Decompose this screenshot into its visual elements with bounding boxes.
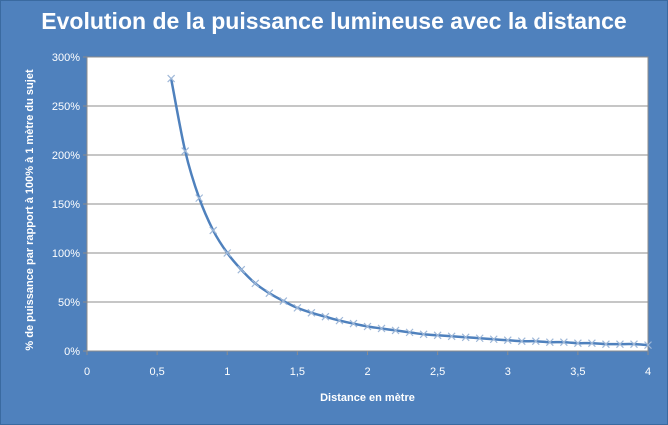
data-point-marker [447,332,456,341]
data-point-marker [503,336,512,345]
y-tick-label: 300% [52,52,80,64]
data-point-marker [573,339,582,348]
y-tick-label: 150% [52,199,80,211]
data-point-marker [321,312,330,321]
data-point-marker [167,74,176,83]
data-point-marker [517,337,526,346]
x-tick-label: 1,5 [290,366,305,378]
y-tick-label: 250% [52,101,80,113]
x-tick-label: 1 [224,366,230,378]
data-point-marker [405,328,414,337]
x-tick-label: 2 [364,366,370,378]
data-point-marker [349,319,358,328]
chart-title: Evolution de la puissance lumineuse avec… [41,8,627,34]
data-point-marker [545,338,554,347]
data-point-marker [616,340,624,349]
x-tick-label: 3,5 [570,366,585,378]
data-point-marker [433,331,442,340]
y-tick-label: 100% [52,248,80,260]
x-tick-label: 0 [84,366,90,378]
data-point-marker [195,194,204,203]
data-point-marker [391,326,400,335]
data-point-marker [223,249,232,257]
data-point-marker [335,316,344,325]
data-point-marker [307,308,316,317]
x-tick-label: 4 [645,366,651,378]
data-point-marker [209,226,218,235]
data-point-marker [461,333,470,342]
y-tick-label: 0% [64,346,80,358]
data-point-marker [630,340,638,349]
y-tick-label: 200% [52,150,80,162]
x-tick-label: 0,5 [149,366,164,378]
x-tick-label: 3 [505,366,511,378]
data-point-marker [279,297,288,305]
data-point-marker [559,338,568,347]
data-point-marker [602,340,610,349]
data-point-marker [489,335,498,344]
y-tick-label: 50% [58,297,80,309]
data-point-marker [363,322,372,331]
data-point-marker [237,265,246,274]
data-point-marker [531,337,540,346]
data-point-marker [181,147,190,156]
data-point-marker [251,279,260,288]
data-point-marker [475,334,484,343]
x-tick-label: 2,5 [430,366,445,378]
x-axis-label: Distance en mètre [320,392,415,404]
data-point-marker [419,330,428,339]
data-point-marker [587,339,596,348]
data-point-marker [377,324,386,333]
data-point-marker [293,303,302,312]
data-point-marker [265,289,274,298]
data-point-marker [644,341,652,350]
